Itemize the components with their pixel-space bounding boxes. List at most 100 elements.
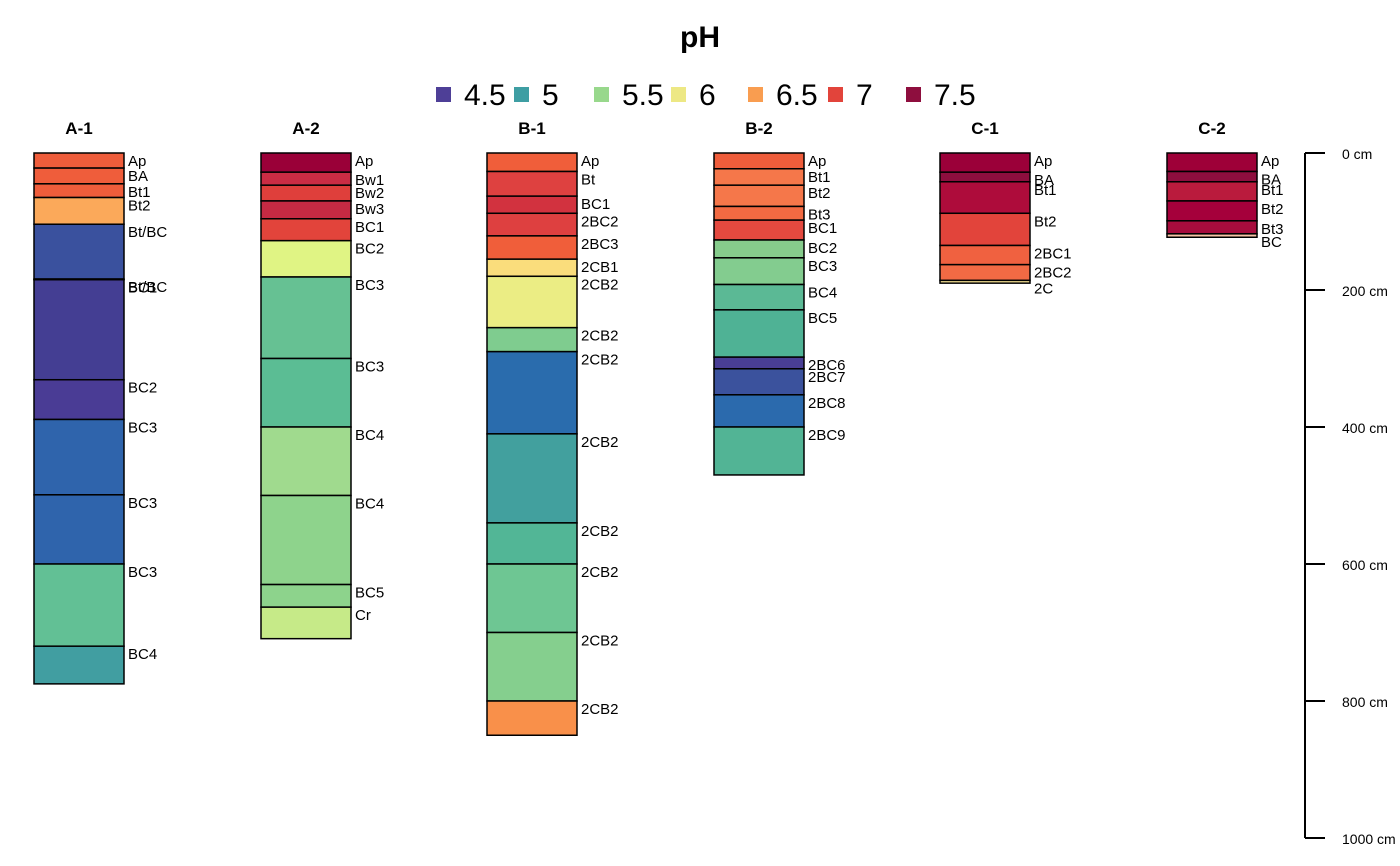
horizon-block-bc3 bbox=[33, 418, 125, 496]
horizon-label-bc5: BC5 bbox=[808, 310, 837, 327]
horizon-label-bt2: Bt2 bbox=[808, 185, 831, 202]
profile-name: A-1 bbox=[65, 119, 92, 138]
horizon-label-2bc9: 2BC9 bbox=[808, 427, 846, 444]
horizon-label-2cb2: 2CB2 bbox=[581, 434, 619, 451]
horizon-block-2c bbox=[939, 279, 1031, 284]
horizon-block-2cb2 bbox=[486, 275, 578, 329]
horizon-label-bw2: Bw2 bbox=[355, 185, 384, 202]
profile-name: C-1 bbox=[971, 119, 998, 138]
horizon-label-bc4: BC4 bbox=[355, 427, 384, 444]
horizon-label-cr: Cr bbox=[355, 607, 371, 624]
horizon-block-bw1 bbox=[260, 171, 352, 186]
horizon-label-bt1: Bt1 bbox=[808, 169, 831, 186]
depth-tick-label: 400 cm bbox=[1342, 420, 1388, 436]
horizon-label-ap: Ap bbox=[128, 153, 146, 170]
profiles: A-1ApBABt1Bt2Bt/BCBt/BCBC1BC2BC3BC3BC3BC… bbox=[33, 119, 1284, 736]
horizon-block-bc1 bbox=[33, 278, 125, 381]
depth-tick-label: 200 cm bbox=[1342, 283, 1388, 299]
horizon-block-ba bbox=[939, 171, 1031, 183]
horizon-block-bc bbox=[1166, 233, 1258, 239]
legend-label-5: 5 bbox=[542, 79, 559, 112]
horizon-block-2cb2 bbox=[486, 522, 578, 565]
horizon-block-bc1 bbox=[486, 195, 578, 215]
horizon-label-2bc8: 2BC8 bbox=[808, 395, 846, 412]
horizon-block-ap bbox=[486, 152, 578, 173]
horizon-label-bc2: BC2 bbox=[808, 240, 837, 257]
horizon-label-2cb2: 2CB2 bbox=[581, 564, 619, 581]
horizon-block-bc3 bbox=[33, 494, 125, 565]
horizon-label-2cb1: 2CB1 bbox=[581, 259, 619, 276]
legend-swatch-7 bbox=[828, 87, 843, 102]
legend-swatch-7-5 bbox=[906, 87, 921, 102]
horizon-block-2bc6 bbox=[713, 356, 805, 370]
horizon-block-bt2 bbox=[1166, 200, 1258, 222]
horizon-block-bw2 bbox=[260, 184, 352, 202]
profile-name: B-2 bbox=[745, 119, 772, 138]
horizon-block-2cb2 bbox=[486, 326, 578, 353]
profile-a-1: A-1ApBABt1Bt2Bt/BCBt/BCBC1BC2BC3BC3BC3BC… bbox=[33, 119, 167, 685]
profile-name: A-2 bbox=[292, 119, 319, 138]
horizon-label-2cb2: 2CB2 bbox=[581, 328, 619, 345]
horizon-block-2cb2 bbox=[486, 700, 578, 736]
horizon-block-2cb1 bbox=[486, 258, 578, 278]
horizon-block-bt2 bbox=[33, 196, 125, 225]
horizon-block-bc2 bbox=[713, 239, 805, 259]
horizon-block-bc1 bbox=[713, 219, 805, 241]
horizon-label-2c: 2C bbox=[1034, 280, 1053, 297]
horizon-label-bc1: BC1 bbox=[581, 196, 610, 213]
horizon-label-bw3: Bw3 bbox=[355, 201, 384, 218]
horizon-block-bc4 bbox=[33, 645, 125, 685]
legend-swatch-5-5 bbox=[594, 87, 609, 102]
legend-swatch-6-5 bbox=[748, 87, 763, 102]
depth-tick-label: 800 cm bbox=[1342, 694, 1388, 710]
horizon-label-bc1: BC1 bbox=[128, 280, 157, 297]
horizon-label-bc4: BC4 bbox=[355, 496, 384, 513]
horizon-block-bt2 bbox=[939, 212, 1031, 247]
legend-label-5-5: 5.5 bbox=[622, 79, 664, 112]
horizon-label-bt1: Bt1 bbox=[128, 184, 151, 201]
horizon-label-bc3: BC3 bbox=[128, 495, 157, 512]
depth-tick-label: 600 cm bbox=[1342, 557, 1388, 573]
horizon-label-2cb2: 2CB2 bbox=[581, 523, 619, 540]
legend-label-7: 7 bbox=[856, 79, 873, 112]
horizon-block-bc5 bbox=[260, 583, 352, 608]
horizon-block-bc4 bbox=[260, 426, 352, 497]
horizon-block-bc4 bbox=[713, 283, 805, 311]
horizon-block-cr bbox=[260, 606, 352, 640]
horizon-block-bt1 bbox=[33, 183, 125, 199]
horizon-block-2cb2 bbox=[486, 563, 578, 634]
horizon-label-2bc7: 2BC7 bbox=[808, 369, 846, 386]
horizon-block-ap bbox=[713, 152, 805, 170]
horizon-label-bt3: Bt3 bbox=[1261, 221, 1284, 238]
horizon-label-2cb2: 2CB2 bbox=[581, 352, 619, 369]
horizon-label-ap: Ap bbox=[355, 153, 373, 170]
horizon-block-2cb2 bbox=[486, 433, 578, 524]
horizon-label-2bc1: 2BC1 bbox=[1034, 245, 1072, 262]
legend-label-6: 6 bbox=[699, 79, 716, 112]
legend-swatch-6 bbox=[671, 87, 686, 102]
horizon-block-2bc3 bbox=[486, 235, 578, 260]
legend-swatch-4-5 bbox=[436, 87, 451, 102]
horizon-block-2bc1 bbox=[939, 244, 1031, 266]
legend-label-4-5: 4.5 bbox=[464, 79, 506, 112]
horizon-block-bc3 bbox=[33, 563, 125, 647]
depth-tick-label: 1000 cm bbox=[1342, 831, 1396, 847]
horizon-block-2cb2 bbox=[486, 631, 578, 702]
horizon-block-bt bbox=[486, 170, 578, 197]
horizon-block-bc3 bbox=[713, 257, 805, 286]
horizon-label-2bc3: 2BC3 bbox=[581, 236, 619, 253]
horizon-label-bt3: Bt3 bbox=[808, 206, 831, 223]
horizon-label-bc1: BC1 bbox=[808, 220, 837, 237]
horizon-block-ap bbox=[1166, 152, 1258, 173]
legend-label-7-5: 7.5 bbox=[934, 79, 976, 112]
horizon-label-bc2: BC2 bbox=[355, 241, 384, 258]
horizon-label-bt1: Bt1 bbox=[1261, 182, 1284, 199]
horizon-label-bc4: BC4 bbox=[808, 285, 837, 302]
horizon-label-2cb2: 2CB2 bbox=[581, 633, 619, 650]
depth-tick-label: 0 cm bbox=[1342, 146, 1372, 162]
horizon-block-2bc8 bbox=[713, 394, 805, 428]
horizon-block-2bc7 bbox=[713, 368, 805, 396]
